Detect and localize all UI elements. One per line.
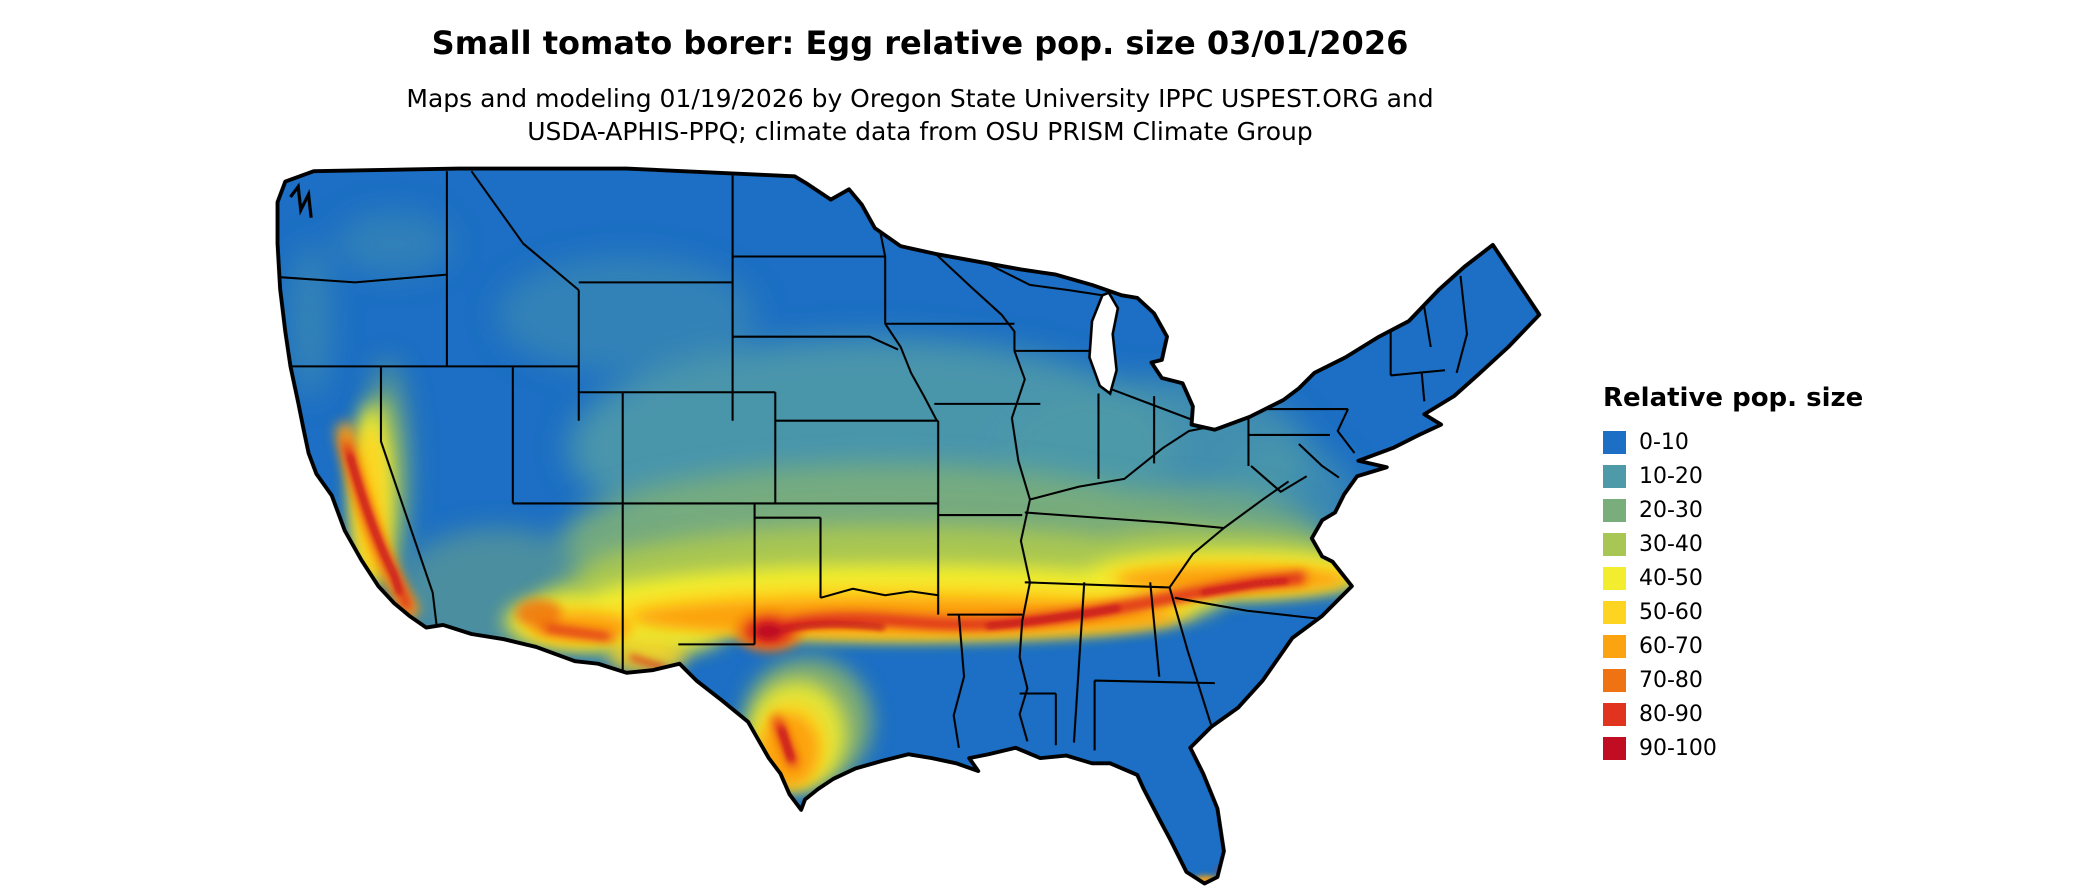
legend-item: 0-10 (1603, 425, 1863, 459)
legend-item-label: 70-80 (1639, 667, 1703, 693)
subtitle-line-2: USDA-APHIS-PPQ; climate data from OSU PR… (527, 117, 1313, 146)
legend-item: 50-60 (1603, 595, 1863, 629)
legend-title: Relative pop. size (1603, 383, 1864, 413)
legend-item-label: 20-30 (1639, 497, 1703, 523)
legend-item: 70-80 (1603, 663, 1863, 697)
legend-swatch (1603, 668, 1626, 692)
legend-item: 10-20 (1603, 459, 1863, 493)
legend-swatch (1603, 566, 1626, 590)
legend-item-label: 50-60 (1639, 599, 1703, 625)
legend-item: 60-70 (1603, 629, 1863, 663)
legend-swatch (1603, 464, 1626, 488)
subtitle-line-1: Maps and modeling 01/19/2026 by Oregon S… (406, 84, 1434, 113)
legend-swatch (1603, 532, 1626, 556)
legend-items: 0-10 10-20 20-30 30-40 40-50 50-60 60-70 70-80 8… (1603, 425, 1863, 765)
legend-swatch (1603, 600, 1626, 624)
legend-swatch (1603, 430, 1626, 454)
legend-item-label: 80-90 (1639, 701, 1703, 727)
legend: Relative pop. size 0-10 10-20 20-30 30-40 40… (1603, 383, 1863, 765)
legend-swatch (1603, 498, 1626, 522)
band-90-100 (347, 453, 1288, 884)
legend-item-label: 0-10 (1639, 429, 1689, 455)
legend-item: 40-50 (1603, 561, 1863, 595)
legend-item: 90-100 (1603, 731, 1863, 765)
legend-item-label: 10-20 (1639, 463, 1703, 489)
lake-michigan (1088, 291, 1120, 396)
legend-item: 20-30 (1603, 493, 1863, 527)
subtitle: Maps and modeling 01/19/2026 by Oregon S… (0, 82, 1840, 148)
legend-item-label: 40-50 (1639, 565, 1703, 591)
puget-sound-marks (289, 182, 313, 218)
legend-swatch (1603, 736, 1626, 760)
state-borders-northeast (1223, 275, 1468, 529)
us-map (275, 166, 1542, 886)
legend-swatch (1603, 634, 1626, 658)
state-borders-west (280, 170, 940, 671)
legend-item-label: 30-40 (1639, 531, 1703, 557)
state-borders-central (885, 253, 1318, 751)
legend-item-label: 90-100 (1639, 735, 1717, 761)
legend-item: 80-90 (1603, 697, 1863, 731)
page-title: Small tomato borer: Egg relative pop. si… (431, 24, 1409, 62)
legend-item-label: 60-70 (1639, 633, 1703, 659)
legend-item: 30-40 (1603, 527, 1863, 561)
state-borders (280, 170, 1468, 751)
legend-swatch (1603, 702, 1626, 726)
